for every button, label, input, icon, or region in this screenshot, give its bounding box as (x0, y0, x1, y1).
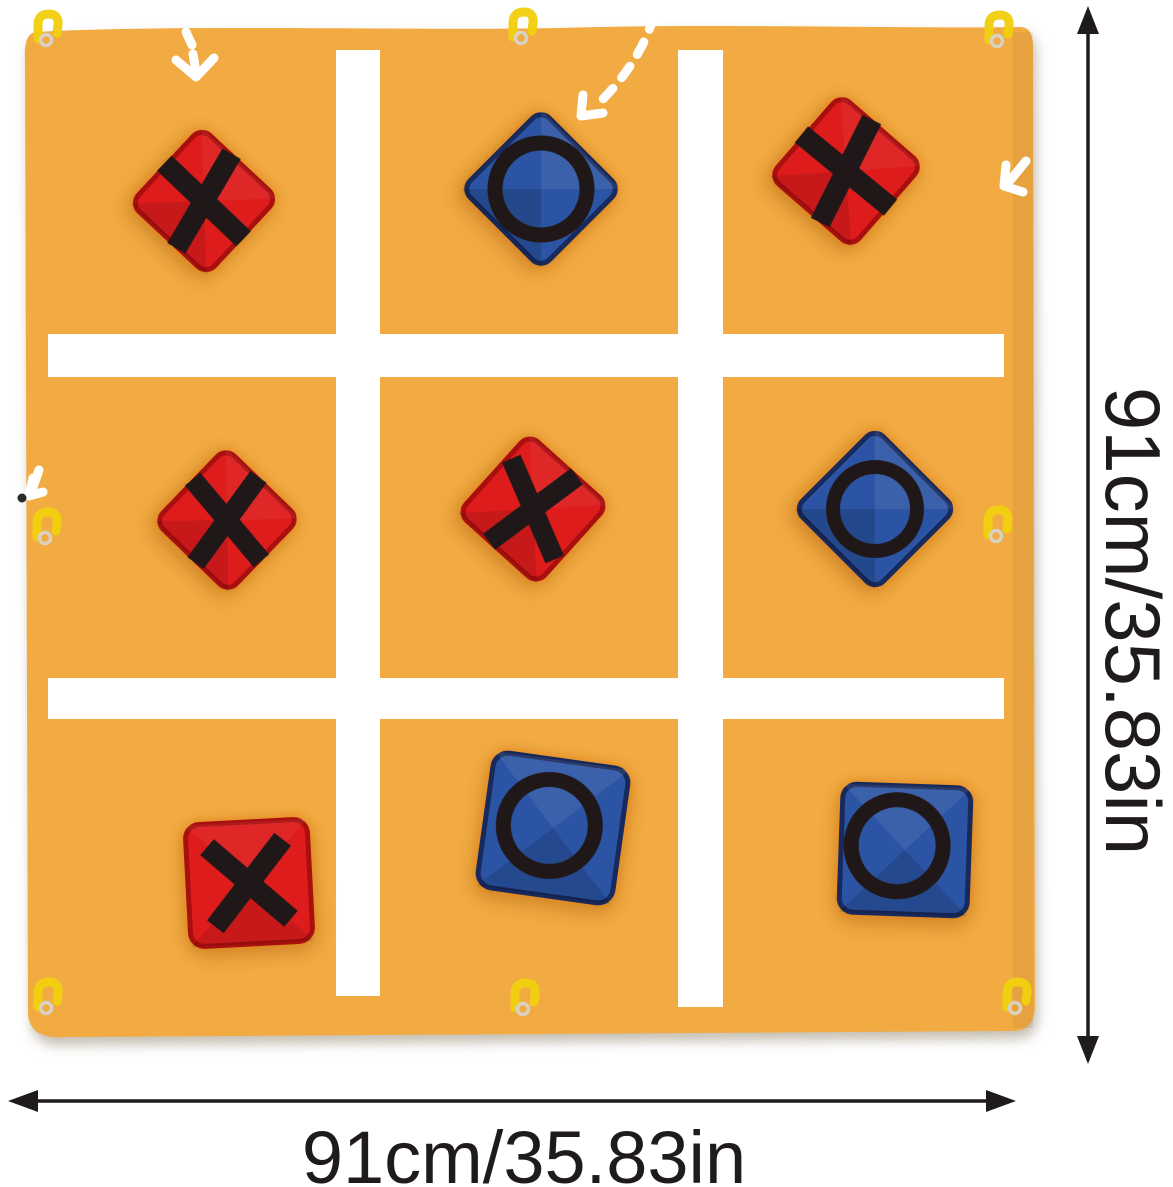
stake-icon-left-middle (32, 507, 62, 546)
arrowhead-up-icon (1077, 6, 1099, 34)
x-mark (483, 454, 583, 564)
mat-stakes (32, 7, 1032, 1017)
mat-grommet-dot (17, 493, 27, 503)
o-mark (826, 460, 924, 558)
width-dimension-arrow (8, 1090, 1016, 1112)
down-left-arrow-icon-right-edge (999, 156, 1031, 197)
x-mark (794, 114, 898, 228)
x-mark (184, 470, 270, 570)
arrowhead-right-icon (986, 1090, 1016, 1112)
grid-line-horizontal-bottom (48, 678, 1004, 719)
grid-line-horizontal-top (48, 334, 1004, 377)
x-mark (157, 148, 251, 254)
bean-bag-o-row2-col3 (794, 428, 956, 590)
height-dimension-arrow (1077, 6, 1099, 1064)
stake-icon-bottom-middle (510, 978, 540, 1017)
stake-icon-top-left (33, 9, 63, 48)
o-mark (487, 135, 595, 243)
grid-line-vertical-left (336, 50, 380, 996)
mat-right-fold-shade (1013, 32, 1033, 1028)
arrowhead-down-icon (1077, 1036, 1099, 1064)
bean-bag-x-row1-col3 (769, 94, 923, 248)
toss-annotation-arrows (24, 11, 1031, 501)
bean-bag-x-row2-col2 (458, 434, 608, 584)
o-mark (495, 771, 603, 879)
o-mark (843, 792, 951, 900)
stake-icon-top-right (984, 10, 1014, 49)
dashed-curved-arrow-icon (576, 11, 659, 121)
bean-bag-o-row1-col2 (461, 109, 621, 269)
stake-icon-right-middle (983, 505, 1013, 544)
bean-bag-x-row3-col1 (183, 817, 315, 949)
stake-icon-bottom-right (1002, 977, 1032, 1016)
down-left-arrow-icon-left-edge (24, 465, 48, 501)
bean-bag-o-row3-col3 (836, 781, 974, 919)
bean-bag-x-row2-col1 (154, 447, 300, 593)
x-mark (200, 832, 298, 934)
height-dimension-label: 91cm/35.83in (1089, 387, 1173, 855)
grid-line-vertical-right (678, 50, 723, 1007)
down-arrow-icon (171, 27, 219, 82)
arrowhead-left-icon (8, 1090, 38, 1112)
bean-bag-o-row3-col2 (475, 750, 631, 906)
stake-icon-bottom-left (33, 977, 63, 1016)
bean-bag-x-row1-col1 (130, 127, 278, 275)
stake-icon-top-middle (508, 7, 538, 46)
width-dimension-label: 91cm/35.83in (302, 1116, 746, 1187)
